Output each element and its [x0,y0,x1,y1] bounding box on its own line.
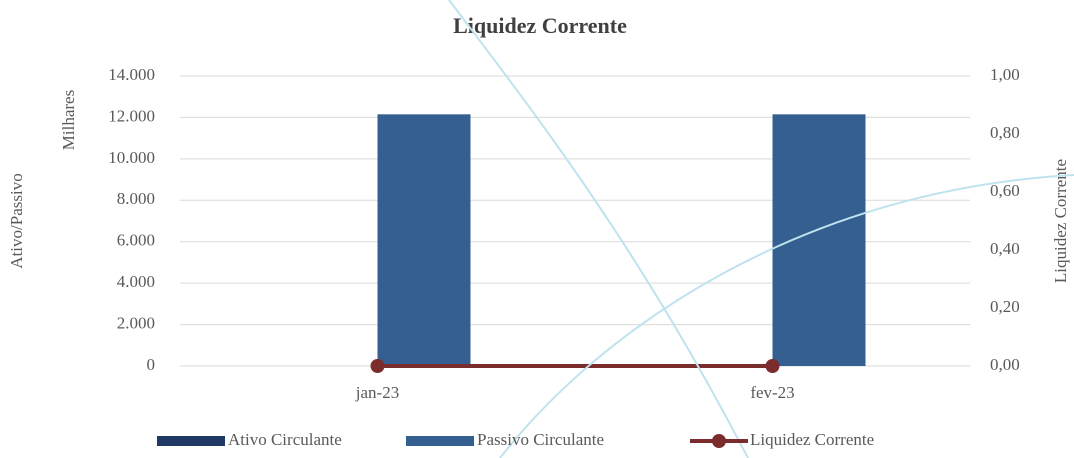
legend-swatch [406,436,474,446]
line-marker [370,359,385,373]
y-tick-label: 4.000 [117,272,155,291]
y2-tick-label: 0,00 [990,355,1020,374]
y-tick-label: 12.000 [108,106,155,125]
legend-label: Passivo Circulante [477,430,604,449]
y-tick-label: 8.000 [117,189,155,208]
y2-tick-label: 0,40 [990,239,1020,258]
y-axis-title: Ativo/Passivo [7,173,26,268]
legend-label: Liquidez Corrente [750,430,874,449]
y-tick-label: 14.000 [108,65,155,84]
decor-curve [448,0,749,458]
legend: Ativo Circulante Passivo Circulante Liquid… [157,430,874,449]
bar [772,114,866,366]
y2-tick-label: 1,00 [990,65,1020,84]
bar [377,114,471,366]
y-tick-label: 10.000 [108,148,155,167]
x-tick-label: fev-23 [750,383,794,402]
y-tick-label: 6.000 [117,231,155,250]
x-tick-label: jan-23 [355,383,399,402]
y-tick-label: 2.000 [117,313,155,332]
y2-tick-label: 0,20 [990,297,1020,316]
legend-swatch [712,434,726,448]
marks [370,114,866,373]
y2-tick-label: 0,80 [990,123,1020,142]
y2-tick-label: 0,60 [990,181,1020,200]
y-display-units: Milhares [59,90,78,150]
legend-label: Ativo Circulante [228,430,342,449]
decor-curve [499,174,1074,458]
legend-swatch [157,436,225,446]
line-marker [765,359,780,373]
y2-axis-title: Liquidez Corrente [1051,159,1070,283]
chart-title: Liquidez Corrente [453,13,627,38]
y-tick-label: 0 [147,355,156,374]
grid: 0 2.000 4.000 6.000 8.000 10.000 12.000 14.000 0… [108,65,1020,402]
